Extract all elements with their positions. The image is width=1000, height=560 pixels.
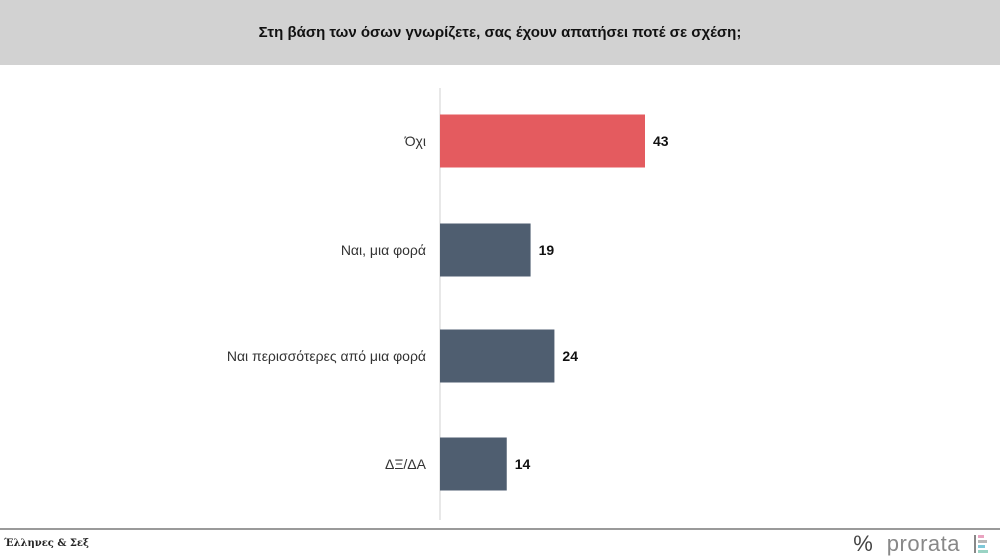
bar [440, 223, 531, 277]
data-label: 19 [539, 242, 555, 258]
footer-divider [0, 528, 1000, 530]
category-label: Ναι, μια φορά [341, 242, 426, 258]
header: Στη βάση των όσων γνωρίζετε, σας έχουν α… [0, 0, 1000, 65]
bar [440, 329, 555, 383]
category-label: Ναι περισσότερες από μια φορά [227, 348, 426, 364]
source-label: Έλληνες & Σεξ [4, 538, 89, 549]
category-label: ΔΞ/ΔΑ [385, 456, 427, 472]
prorata-logo: % prorata [853, 531, 988, 557]
bar [440, 114, 645, 168]
data-label: 14 [515, 456, 531, 472]
percent-icon: % [853, 531, 873, 556]
chart-title: Στη βάση των όσων γνωρίζετε, σας έχουν α… [258, 24, 742, 41]
logo-text: prorata [886, 531, 960, 556]
logo-bars-icon [974, 535, 988, 553]
bar-chart: Όχι 43 Ναι, μια φορά 19 Ναι περισσότερες από… [227, 88, 669, 520]
data-label: 24 [562, 348, 578, 364]
data-label: 43 [653, 133, 669, 149]
bar [440, 437, 507, 491]
category-label: Όχι [404, 133, 426, 149]
